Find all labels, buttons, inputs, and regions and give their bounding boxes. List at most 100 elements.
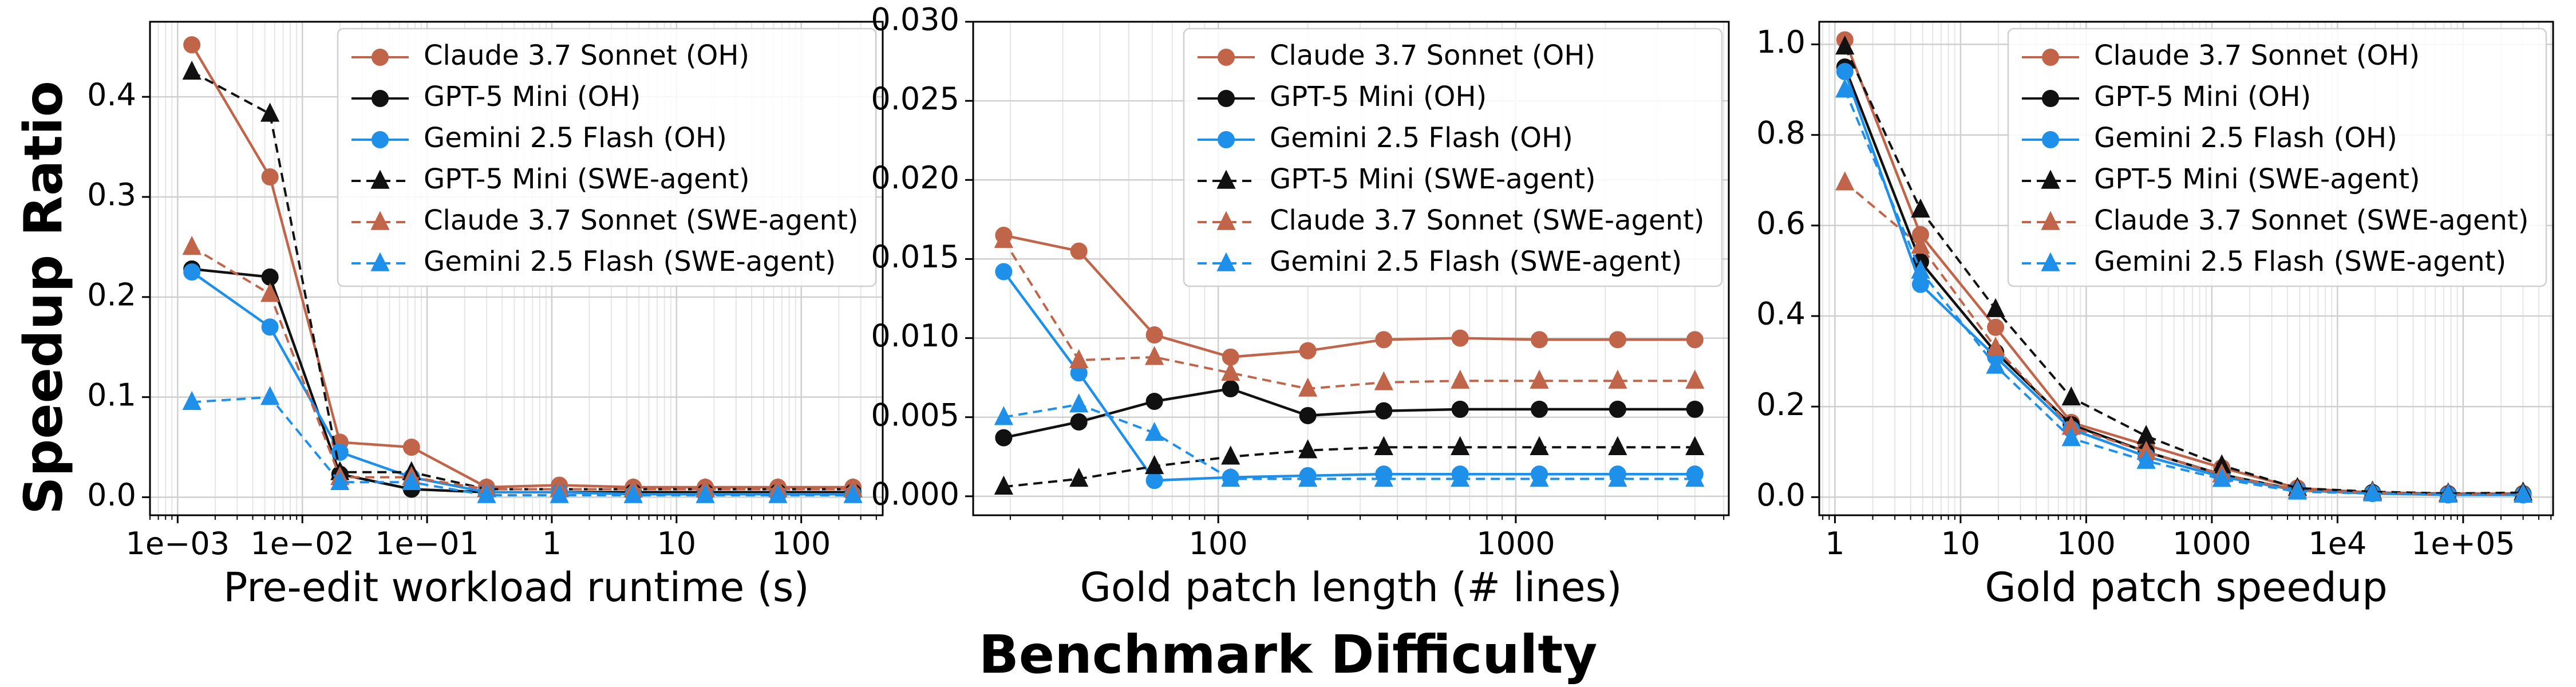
data-point	[183, 263, 201, 281]
data-point	[995, 263, 1013, 281]
panel-runtime: 1e−03 1e−02 1e−01 1 10 100 0.0 0.1 0.2 0.3 0.4 Pre-…	[87, 21, 884, 611]
legend-marker	[370, 169, 390, 189]
data-point	[1298, 377, 1318, 397]
legend-label: Claude 3.7 Sonnet (OH)	[1270, 40, 1595, 72]
data-point	[260, 386, 280, 405]
data-point	[1911, 198, 1930, 218]
axes-frame	[972, 21, 1730, 516]
legend-entry-gpt-5-mini-swe-agent: GPT-5 Mini (SWE-agent)	[1198, 163, 1596, 195]
data-point	[402, 439, 420, 456]
data-point	[2439, 483, 2458, 503]
legend-marker	[2042, 90, 2059, 107]
legend: Claude 3.7 Sonnet (OH) GPT-5 Mini (OH) Gem…	[2007, 27, 2547, 287]
series-line	[1002, 239, 1695, 390]
x-tick-label: 1e4	[2308, 526, 2366, 562]
data-point	[994, 406, 1013, 425]
legend-marker	[372, 90, 389, 107]
data-point	[1145, 393, 1163, 410]
data-point	[1145, 326, 1163, 344]
y-tick-label: 0.025	[871, 81, 959, 117]
data-point	[2212, 468, 2231, 487]
data-point	[1375, 402, 1393, 420]
data-point	[477, 484, 496, 503]
series-line	[1003, 387, 1695, 439]
legend-marker	[372, 131, 389, 148]
data-point	[1145, 472, 1163, 489]
data-point	[1609, 331, 1626, 349]
legend-entry-gemini-2-5-flash-oh: Gemini 2.5 Flash (OH)	[1198, 122, 1573, 154]
y-tick-label: 0.000	[871, 476, 959, 512]
series-line	[1003, 234, 1695, 358]
data-point	[1299, 342, 1317, 360]
data-point	[1530, 369, 1549, 389]
data-point	[1299, 406, 1317, 424]
panel-patch-length: 100 1000 0.000 0.005 0.010 0.015 0.020 0.025 0.0…	[871, 2, 1730, 611]
legend-entry-claude-3-7-sonnet-oh: Claude 3.7 Sonnet (OH)	[351, 40, 749, 72]
legend-entry-gemini-2-5-flash-oh: Gemini 2.5 Flash (OH)	[2022, 122, 2397, 154]
data-point	[182, 60, 202, 80]
legend-entry-gemini-2-5-flash-oh: Gemini 2.5 Flash (OH)	[351, 122, 727, 154]
data-point	[183, 36, 201, 54]
data-point	[994, 228, 1013, 248]
legend-label: GPT-5 Mini (SWE-agent)	[2094, 163, 2420, 195]
data-point	[1835, 171, 1855, 191]
series-line	[1843, 46, 2523, 495]
series-gemini-2-5-flash-swe-agent	[994, 393, 1705, 487]
series-line	[1003, 403, 1695, 480]
axes-frame	[1818, 21, 2554, 516]
legend-entry-gpt-5-mini-oh: GPT-5 Mini (OH)	[2022, 81, 2311, 113]
data-point	[1609, 400, 1626, 418]
legend-label: Gemini 2.5 Flash (SWE-agent)	[424, 246, 836, 278]
series-gemini-2-5-flash-swe-agent	[1835, 78, 2533, 503]
legend-marker	[2042, 49, 2059, 66]
data-point	[1070, 242, 1088, 260]
data-point	[696, 484, 715, 503]
legend-marker	[1216, 211, 1236, 230]
x-tick-label: 100	[2057, 526, 2116, 562]
legend-entry-claude-3-7-sonnet-swe-agent: Claude 3.7 Sonnet (SWE-agent)	[351, 204, 859, 236]
legend-entry-claude-3-7-sonnet-oh: Claude 3.7 Sonnet (OH)	[2022, 40, 2420, 72]
legend: Claude 3.7 Sonnet (OH) GPT-5 Mini (OH) Gem…	[337, 27, 877, 287]
legend-label: Claude 3.7 Sonnet (SWE-agent)	[1270, 204, 1705, 236]
legend-label: GPT-5 Mini (OH)	[424, 81, 641, 113]
data-point	[1987, 318, 2005, 336]
data-point	[1531, 331, 1548, 349]
legend-label: GPT-5 Mini (OH)	[1270, 81, 1487, 113]
data-point	[1530, 467, 1549, 487]
legend-label: GPT-5 Mini (SWE-agent)	[1270, 163, 1596, 195]
series-line	[1002, 271, 1695, 482]
data-point	[1911, 259, 1930, 279]
data-point	[1298, 439, 1318, 459]
y-tick-label: 0.4	[87, 77, 136, 113]
x-axis-label: Gold patch length (# lines)	[1080, 564, 1622, 611]
data-point	[2287, 480, 2308, 500]
data-point	[1986, 298, 2005, 317]
data-point	[1608, 467, 1627, 487]
data-point	[1298, 467, 1318, 487]
legend-label: Claude 3.7 Sonnet (OH)	[424, 40, 749, 72]
data-point	[623, 484, 643, 503]
legend-entry-gemini-2-5-flash-swe-agent: Gemini 2.5 Flash (SWE-agent)	[1198, 246, 1682, 278]
data-point	[1686, 400, 1704, 418]
data-point	[2513, 483, 2533, 503]
series-gemini-2-5-flash-oh	[183, 263, 862, 503]
data-point	[2362, 482, 2383, 502]
y-tick-label: 0.005	[871, 397, 959, 433]
y-tick-label: 1.0	[1756, 24, 1805, 60]
data-point	[182, 390, 202, 410]
data-point	[1374, 371, 1393, 390]
series-line	[1844, 181, 2523, 496]
legend-entry-gpt-5-mini-oh: GPT-5 Mini (OH)	[351, 81, 641, 113]
legend-marker	[1218, 49, 1235, 66]
data-point	[1608, 436, 1627, 455]
series-gpt-5-mini-oh	[995, 380, 1704, 447]
series-claude-3-7-sonnet-oh	[995, 226, 1704, 366]
series-line	[192, 396, 854, 496]
data-point	[1375, 331, 1393, 349]
data-point	[182, 235, 202, 255]
y-tick-label: 0.0	[87, 477, 136, 513]
series-claude-3-7-sonnet-swe-agent	[994, 228, 1705, 397]
series-line	[191, 271, 854, 496]
legend-label: Claude 3.7 Sonnet (OH)	[2094, 40, 2420, 72]
legend-label: Claude 3.7 Sonnet (SWE-agent)	[2094, 204, 2529, 236]
